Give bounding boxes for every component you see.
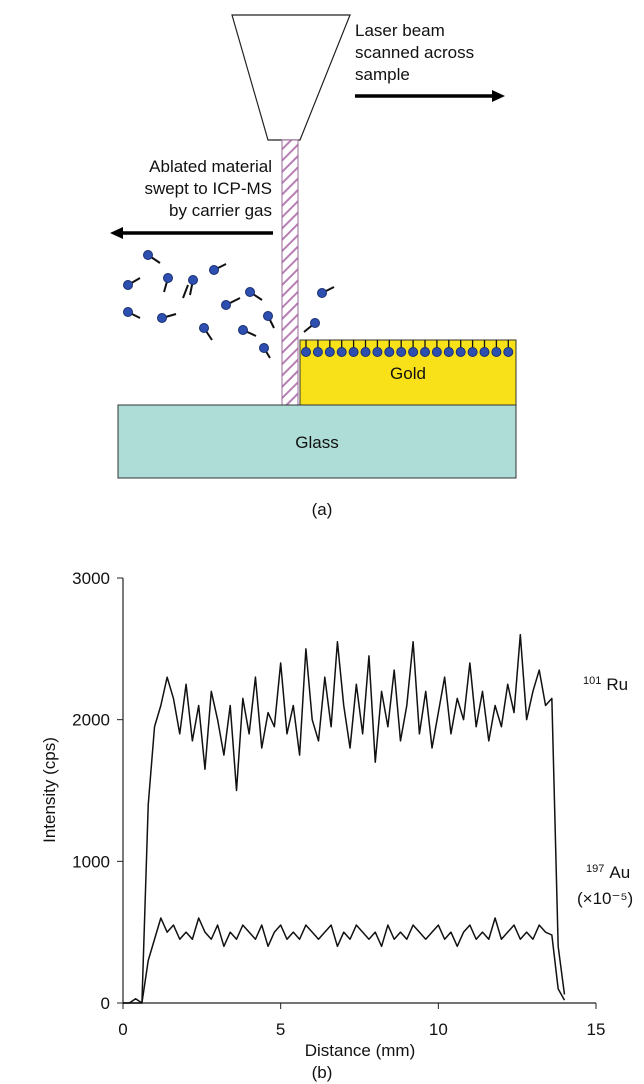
- laser-text: scanned across: [355, 43, 474, 62]
- glass-label: Glass: [295, 433, 338, 452]
- element: Au: [609, 863, 630, 882]
- series-line: [123, 633, 566, 1004]
- molecule-head: [301, 347, 311, 357]
- diagram: Laser beam scanned across sample Ablated…: [110, 14, 517, 519]
- molecule-head: [336, 347, 347, 357]
- x-tick-label: 15: [587, 1020, 606, 1039]
- ablated-text: by carrier gas: [169, 201, 272, 220]
- y-tick-label: 1000: [72, 852, 110, 871]
- molecule-head: [384, 347, 395, 357]
- x-tick-label: 10: [429, 1020, 448, 1039]
- caption: (a): [312, 500, 333, 519]
- molecule-head: [491, 347, 502, 357]
- scan-arrow-head: [492, 90, 505, 102]
- molecule-head: [360, 347, 371, 357]
- molecule-head: [455, 347, 466, 357]
- laser-beam: [281, 139, 299, 406]
- molecule-head: [467, 347, 478, 357]
- x-axis-label: Distance (mm): [305, 1041, 416, 1060]
- molecule-head: [324, 347, 335, 357]
- molecule-head: [420, 347, 430, 357]
- laser-text: sample: [355, 65, 410, 84]
- y-tick-label: 0: [101, 994, 110, 1013]
- gold-label: Gold: [390, 364, 426, 383]
- glass: [117, 404, 517, 479]
- molecule-head: [503, 347, 514, 357]
- series-label: 101 Ru: [583, 675, 628, 694]
- x-tick-label: 0: [118, 1020, 127, 1039]
- ablated-text: swept to ICP-MS: [144, 179, 272, 198]
- mass-number: 101: [583, 675, 601, 687]
- molecule-head: [372, 347, 383, 357]
- series-note: (×10⁻⁵): [577, 889, 633, 908]
- caption: (b): [312, 1063, 333, 1082]
- x-tick-label: 5: [276, 1020, 285, 1039]
- molecule-head: [408, 347, 419, 357]
- monolayer: [301, 340, 514, 357]
- element: Ru: [606, 675, 628, 694]
- molecule-head: [479, 347, 490, 357]
- particle-heads: [123, 250, 327, 353]
- ablated-text: Ablated material: [149, 157, 272, 176]
- mass-number: 197: [586, 863, 604, 875]
- molecule-head: [396, 347, 407, 357]
- series-line: [123, 917, 566, 1004]
- y-axis-label: Intensity (cps): [40, 737, 59, 843]
- molecule-head: [348, 347, 359, 357]
- gas-arrow-head: [110, 227, 123, 239]
- chart: Intensity (cps) Distance (mm) (b) 101 Ru …: [40, 569, 633, 1082]
- y-tick-label: 3000: [72, 569, 110, 588]
- molecule-head: [431, 347, 442, 357]
- y-tick-label: 2000: [72, 711, 110, 730]
- molecule-head: [312, 347, 323, 357]
- series-label: 197 Au: [586, 863, 630, 882]
- laser-text: Laser beam: [355, 21, 445, 40]
- laser-funnel: [231, 14, 351, 141]
- molecule-head: [443, 347, 454, 357]
